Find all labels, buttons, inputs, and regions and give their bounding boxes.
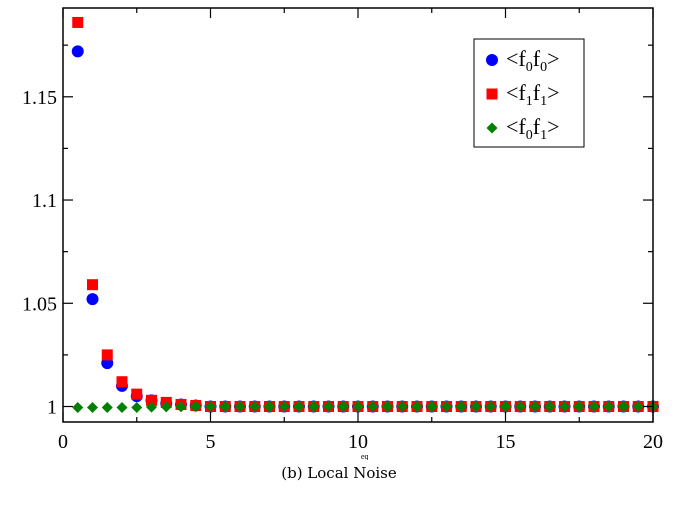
- figure-caption: (b) Local Noise: [281, 464, 397, 482]
- data-point-series-3: [219, 401, 231, 413]
- data-point-series-3: [514, 401, 526, 413]
- x-axis-label-superscript: eq: [361, 452, 369, 460]
- legend-marker-1: [486, 54, 498, 66]
- x-tick-label: 0: [58, 431, 68, 453]
- legend-label-3: <f0f1>: [506, 114, 560, 143]
- data-point-series-3: [160, 401, 172, 413]
- legend-label-1: <f0f0>: [506, 46, 560, 75]
- data-point-series-3: [455, 401, 467, 413]
- data-point-series-2: [87, 279, 98, 291]
- data-point-series-2: [116, 376, 128, 388]
- data-point-series-3: [618, 401, 629, 413]
- data-point-series-1: [86, 293, 99, 306]
- data-point-series-3: [411, 401, 423, 413]
- y-tick-label: 1: [47, 397, 57, 419]
- data-point-series-3: [308, 401, 320, 413]
- legend: <f0f0> <f1f1> <f0f1>: [473, 38, 585, 148]
- data-point-series-3: [573, 401, 585, 413]
- data-point-series-3: [323, 401, 334, 413]
- data-point-series-3: [559, 401, 570, 413]
- axis-ticks: 0 5 10 15 20 1 1.05 1.1 1.15: [22, 8, 663, 453]
- x-tick-label: 10: [348, 431, 368, 453]
- x-tick-label: 15: [496, 431, 516, 453]
- x-axis-label-text: ρ: [355, 456, 361, 460]
- data-point-series-3: [500, 401, 511, 413]
- data-point-series-3: [544, 401, 556, 413]
- data-point-series-3: [234, 401, 246, 413]
- y-tick-label: 1.15: [22, 87, 57, 109]
- data-point-series-3: [293, 401, 305, 413]
- data-point-series-2: [146, 394, 157, 406]
- data-point-series-3: [632, 401, 644, 413]
- data-point-series-3: [146, 401, 157, 413]
- data-point-series-3: [470, 401, 482, 413]
- x-axis-label: ρ eq: [355, 452, 369, 460]
- data-point-series-3: [87, 402, 98, 414]
- data-point-series-3: [426, 401, 438, 413]
- data-point-series-3: [264, 401, 275, 413]
- data-point-series-3: [190, 401, 202, 413]
- x-tick-label: 20: [643, 431, 663, 453]
- legend-label-2: <f1f1>: [506, 80, 560, 109]
- data-point-series-1: [71, 45, 84, 58]
- legend-marker-2: [486, 88, 498, 100]
- data-point-series-3: [529, 401, 541, 413]
- data-point-series-2: [101, 349, 113, 361]
- data-point-series-3: [588, 401, 600, 413]
- data-point-series-3: [116, 402, 128, 414]
- data-point-series-3: [205, 401, 216, 413]
- data-point-series-3: [396, 401, 408, 413]
- x-tick-label: 5: [206, 431, 216, 453]
- y-tick-label: 1.05: [22, 293, 57, 315]
- data-point-series-3: [485, 401, 497, 413]
- data-point-series-3: [441, 401, 452, 413]
- data-point-series-3: [249, 401, 261, 413]
- data-point-series-3: [603, 401, 615, 413]
- data-point-series-3: [175, 401, 187, 413]
- data-point-series-3: [367, 401, 379, 413]
- data-point-series-3: [101, 402, 113, 414]
- data-point-series-3: [382, 401, 393, 413]
- data-point-series-3: [131, 402, 143, 414]
- data-point-series-3: [72, 402, 84, 414]
- legend-marker-3: [486, 122, 498, 134]
- data-point-series-3: [352, 401, 364, 413]
- data-point-series-3: [278, 401, 290, 413]
- data-marks: [71, 16, 659, 414]
- y-tick-label: 1.1: [32, 190, 57, 212]
- data-point-series-2: [131, 388, 143, 400]
- data-point-series-2: [72, 16, 84, 28]
- data-point-series-3: [337, 401, 349, 413]
